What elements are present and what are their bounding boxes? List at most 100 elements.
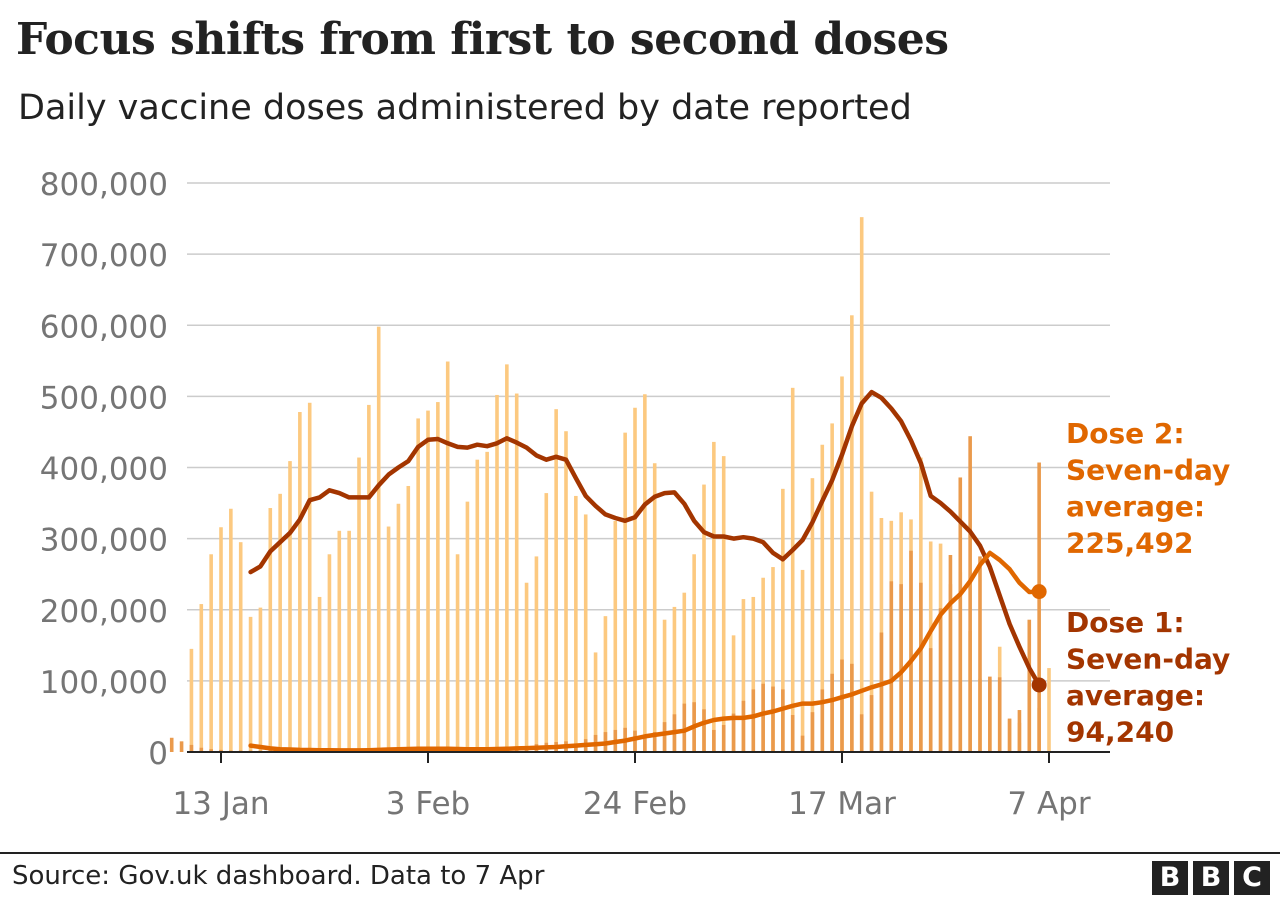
gridlines bbox=[187, 182, 1110, 682]
dose1-daily-bar bbox=[583, 514, 588, 752]
dose2-daily-bar bbox=[840, 659, 844, 752]
dose1-daily-bar bbox=[455, 554, 460, 752]
dose1-daily-bar bbox=[209, 554, 213, 752]
dose1-daily-bar bbox=[219, 527, 223, 752]
dose1-daily-bar bbox=[859, 217, 864, 752]
dose2-daily-bar bbox=[652, 732, 657, 752]
dose1-daily-bar bbox=[288, 461, 292, 752]
dose2-daily-bar bbox=[731, 713, 736, 752]
dose1-daily-bar bbox=[869, 491, 874, 752]
y-tick-label: 0 bbox=[148, 736, 168, 772]
dose2-daily-bar bbox=[800, 735, 805, 752]
chart-title: Focus shifts from first to second doses bbox=[16, 14, 949, 65]
dose1-daily-bar bbox=[298, 412, 302, 752]
dose2-daily-bar bbox=[790, 715, 795, 752]
dose1-daily-bar bbox=[643, 394, 647, 752]
dose2-daily-bar bbox=[968, 436, 972, 752]
dose2-daily-bar bbox=[889, 581, 894, 752]
dose2-daily-bar bbox=[189, 744, 194, 752]
dose1-daily-bar bbox=[800, 569, 805, 752]
dose1-daily-bar bbox=[574, 495, 578, 752]
dose1-daily-bar bbox=[534, 556, 539, 752]
dose1-daily-bar bbox=[830, 423, 834, 752]
dose1-daily-bar bbox=[850, 315, 854, 752]
dose2-daily-bar bbox=[988, 676, 992, 752]
dose1-daily-bar bbox=[564, 431, 568, 752]
bbc-logo-letter: B bbox=[1152, 861, 1188, 895]
y-tick-label: 600,000 bbox=[40, 309, 168, 345]
dose2-daily-bar bbox=[761, 683, 765, 752]
dose1-daily-bar bbox=[741, 599, 746, 752]
dose2-daily-bar bbox=[179, 741, 184, 752]
dose2-daily-bar bbox=[1007, 718, 1012, 752]
dose2-daily-bar bbox=[958, 477, 963, 752]
bbc-logo-letter: B bbox=[1193, 861, 1229, 895]
dose1-daily-bar bbox=[623, 432, 627, 752]
dose1-daily-bar bbox=[761, 577, 765, 752]
dose1-daily-bar bbox=[544, 493, 549, 752]
annotation-line: Seven-day bbox=[1066, 643, 1230, 676]
dose2-daily-bar bbox=[633, 730, 637, 752]
y-axis-tick-labels: 0 100,000 200,000 300,000 400,000 500,000 600,… bbox=[40, 167, 168, 772]
dose1-daily-bar bbox=[406, 485, 411, 752]
x-axis-ticks: 13 Jan 3 Feb 24 Feb 17 Mar 7 Apr bbox=[172, 752, 1091, 822]
dose1-daily-bar bbox=[652, 463, 657, 752]
dose2-daily-bar bbox=[869, 695, 874, 752]
chart-subtitle: Daily vaccine doses administered by date… bbox=[18, 88, 912, 128]
dose2-daily-bar bbox=[928, 648, 933, 752]
dose1-daily-bar bbox=[327, 554, 332, 752]
y-tick-label: 300,000 bbox=[40, 523, 168, 559]
dose1-daily-bar bbox=[771, 567, 775, 752]
dose2-daily-bar bbox=[662, 722, 667, 752]
dose2-daily-bar bbox=[682, 703, 687, 752]
dose1-daily-bar bbox=[613, 520, 618, 752]
dose2-daily-bar bbox=[899, 584, 903, 752]
dose1-daily-bar bbox=[199, 604, 204, 752]
dose1-daily-bar bbox=[1047, 668, 1051, 752]
dose2-daily-bar bbox=[879, 632, 884, 752]
bbc-logo: B B C bbox=[1152, 861, 1270, 895]
dose1-daily-bar bbox=[396, 503, 401, 752]
vaccine-doses-chart: 0 100,000 200,000 300,000 400,000 500,000 600,… bbox=[40, 167, 1230, 822]
dose1-daily-bar bbox=[238, 542, 243, 752]
dose2-daily-bar bbox=[830, 673, 834, 752]
annotation-line: average: bbox=[1066, 679, 1205, 712]
dose1-average-line bbox=[248, 389, 1042, 688]
dose2-average-end-point bbox=[1031, 584, 1047, 600]
dose1-daily-bar bbox=[790, 387, 795, 752]
x-tick-label: 17 Mar bbox=[788, 786, 896, 822]
dose2-daily-bar bbox=[169, 737, 174, 752]
dose1-daily-bar bbox=[278, 493, 282, 752]
dose1-daily-bar bbox=[347, 530, 351, 752]
dose1-daily-bar bbox=[189, 648, 194, 752]
y-tick-label: 400,000 bbox=[40, 452, 168, 488]
footer-divider bbox=[0, 852, 1280, 854]
dose1-daily-bar bbox=[386, 526, 391, 752]
dose2-average-line bbox=[248, 550, 1042, 753]
dose1-daily-bar bbox=[416, 418, 420, 752]
dose1-average-end-point bbox=[1031, 677, 1047, 693]
dose1-average-label: Dose 1: Seven-day average: 94,240 bbox=[1066, 606, 1230, 749]
dose2-daily-bar bbox=[820, 689, 825, 752]
dose2-daily-bar bbox=[741, 700, 746, 752]
dose1-daily-bar bbox=[603, 616, 608, 752]
x-tick-label: 24 Feb bbox=[583, 786, 687, 822]
dose1-daily-bar bbox=[524, 582, 529, 752]
dose1-daily-bar bbox=[376, 326, 381, 752]
dose2-daily-bar bbox=[1037, 462, 1041, 752]
dose1-daily-bar bbox=[682, 592, 687, 752]
dose1-daily-bar bbox=[840, 376, 844, 752]
x-tick-label: 13 Jan bbox=[172, 786, 269, 822]
dose2-daily-bar bbox=[909, 550, 913, 752]
dose1-daily-bar bbox=[317, 596, 322, 752]
dose1-daily-bar bbox=[436, 402, 440, 752]
dose1-daily-bar bbox=[337, 530, 342, 752]
dose2-daily-bar bbox=[219, 749, 223, 752]
y-tick-label: 100,000 bbox=[40, 665, 168, 701]
dose2-daily-bar bbox=[721, 724, 726, 752]
dose2-daily-bar bbox=[859, 714, 864, 752]
dose2-daily-bar bbox=[751, 689, 756, 752]
dose1-daily-bar bbox=[307, 402, 312, 752]
dose1-daily-bar bbox=[672, 606, 677, 752]
dose1-daily-bar bbox=[485, 451, 489, 752]
